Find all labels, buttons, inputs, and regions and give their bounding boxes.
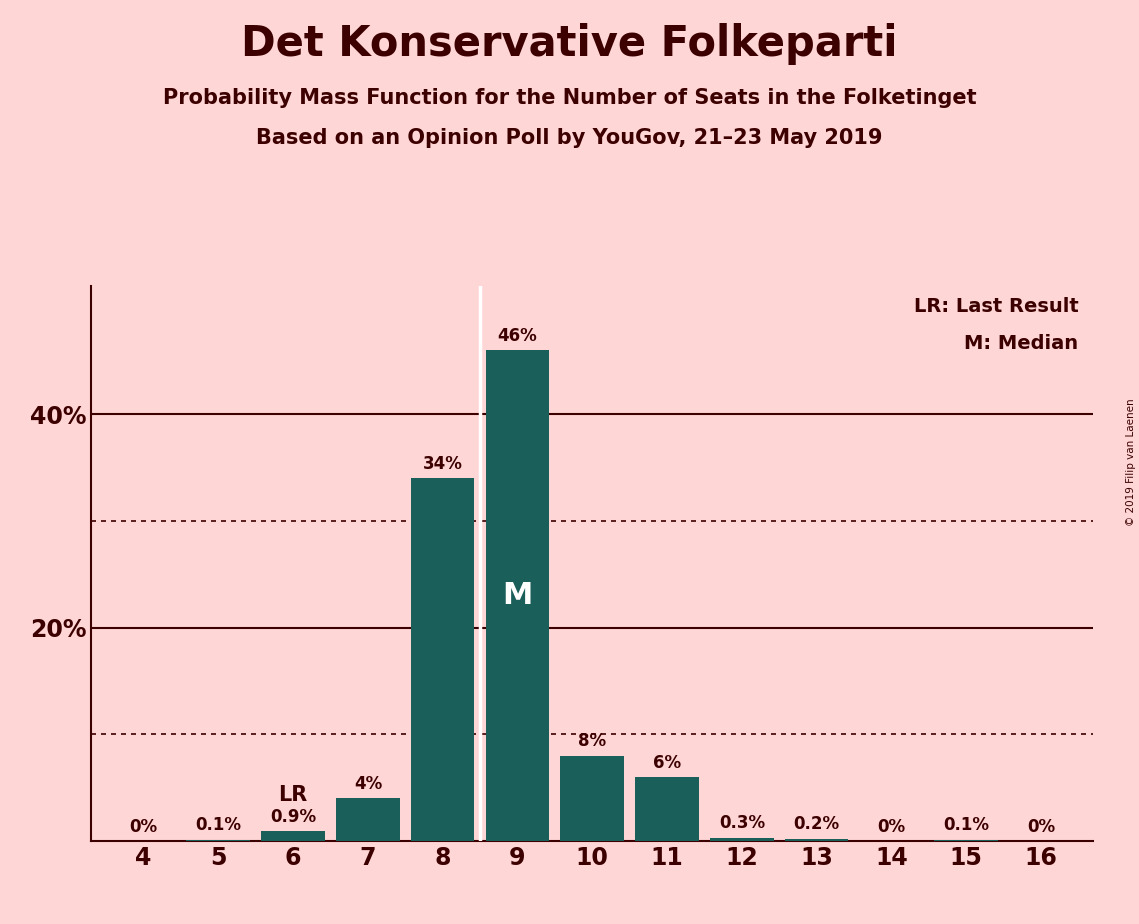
Text: 34%: 34% <box>423 455 462 473</box>
Bar <box>336 798 400 841</box>
Text: 0.1%: 0.1% <box>943 817 990 834</box>
Text: 0%: 0% <box>877 818 906 835</box>
Text: Det Konservative Folkeparti: Det Konservative Folkeparti <box>241 23 898 65</box>
Text: M: Median: M: Median <box>965 334 1079 353</box>
Bar <box>785 839 849 841</box>
Text: © 2019 Filip van Laenen: © 2019 Filip van Laenen <box>1126 398 1136 526</box>
Bar <box>636 777 699 841</box>
Text: 0%: 0% <box>1027 818 1055 835</box>
Bar <box>411 479 475 841</box>
Text: 6%: 6% <box>653 754 681 772</box>
Text: 4%: 4% <box>354 775 382 793</box>
Text: 0%: 0% <box>130 818 157 835</box>
Bar <box>485 350 549 841</box>
Text: Probability Mass Function for the Number of Seats in the Folketinget: Probability Mass Function for the Number… <box>163 88 976 108</box>
Bar <box>187 840 251 841</box>
Text: LR: Last Result: LR: Last Result <box>913 298 1079 316</box>
Bar <box>261 832 325 841</box>
Text: M: M <box>502 581 533 610</box>
Text: Based on an Opinion Poll by YouGov, 21–23 May 2019: Based on an Opinion Poll by YouGov, 21–2… <box>256 128 883 148</box>
Text: 0.1%: 0.1% <box>195 817 241 834</box>
Bar <box>934 840 998 841</box>
Text: 0.9%: 0.9% <box>270 808 317 826</box>
Text: 0.2%: 0.2% <box>794 815 839 833</box>
Bar <box>560 756 624 841</box>
Bar <box>710 838 773 841</box>
Text: LR: LR <box>278 784 308 805</box>
Text: 8%: 8% <box>579 732 606 750</box>
Text: 46%: 46% <box>498 327 538 345</box>
Text: 0.3%: 0.3% <box>719 814 765 833</box>
